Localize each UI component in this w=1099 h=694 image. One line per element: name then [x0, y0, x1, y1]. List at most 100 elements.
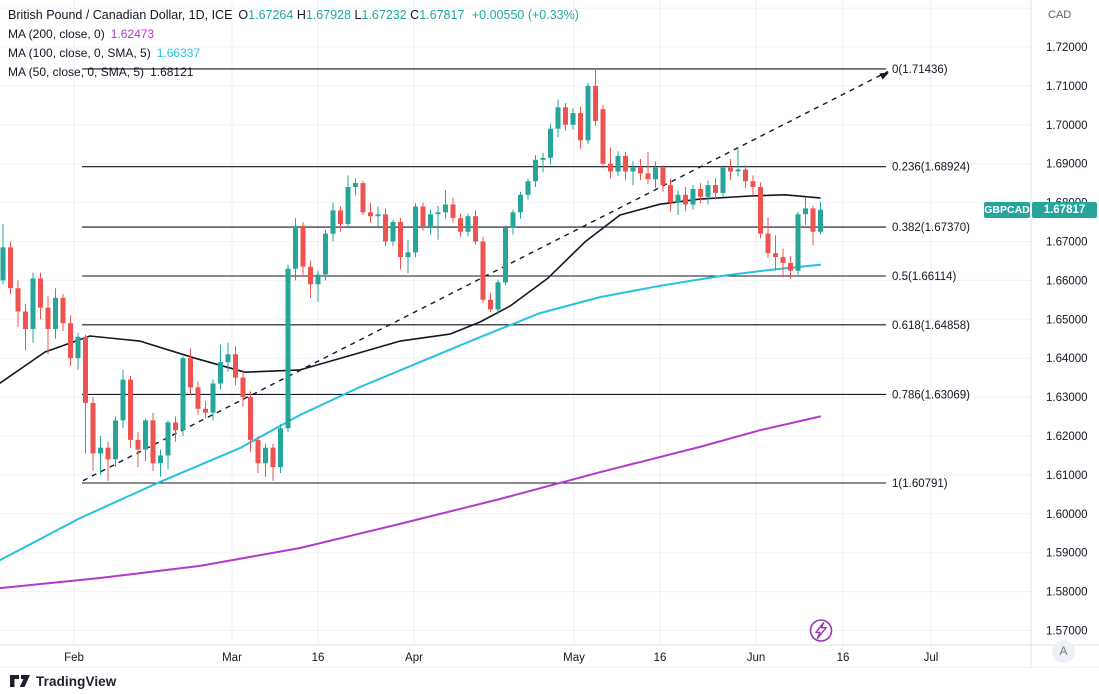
candle-body [705, 185, 711, 197]
candle-body [563, 107, 568, 125]
candle-body [23, 311, 28, 329]
ma-legend-row[interactable]: MA (100, close, 0, SMA, 5) 1.66337 [8, 44, 579, 63]
candle-body [113, 420, 118, 460]
time-tick-label[interactable]: May [563, 652, 585, 664]
candle-body [743, 169, 748, 182]
ohlc-value: 1.67264 [248, 8, 297, 22]
ma-label: MA (100, close, 0, SMA, 5) [8, 46, 151, 60]
time-tick-label[interactable]: 16 [654, 652, 667, 664]
ohlc-values: O1.67264 H1.67928 L1.67232 C1.67817 [238, 8, 467, 22]
fib-level-label: 0.382(1.67370) [892, 222, 970, 234]
candle-body [173, 422, 178, 431]
price-tick-label[interactable]: 1.67000 [1046, 237, 1088, 249]
candle-body [773, 253, 778, 258]
ohlc-value: 1.67928 [305, 8, 355, 22]
price-tick-label[interactable]: 1.71000 [1046, 81, 1088, 93]
ma50-line [0, 194, 821, 384]
candle-body [698, 189, 703, 197]
lightning-icon [815, 622, 827, 640]
candle-body [818, 209, 823, 232]
time-tick-label[interactable]: Feb [64, 652, 84, 664]
candle-body [608, 163, 613, 172]
candle-body [293, 225, 298, 269]
time-tick-label[interactable]: Jun [747, 652, 766, 664]
price-tick-label[interactable]: 1.57000 [1046, 626, 1088, 638]
symbol-legend-row[interactable]: British Pound / Canadian Dollar, 1D, ICE… [8, 6, 579, 25]
fib-level-label: 0.786(1.63069) [892, 389, 970, 401]
change-value: +0.00550 (+0.33%) [471, 8, 579, 22]
time-tick-label[interactable]: Apr [405, 652, 423, 664]
candle-body [150, 420, 156, 464]
footer-bar: TradingView [0, 668, 1099, 694]
price-tick-label[interactable]: 1.72000 [1046, 42, 1088, 54]
price-tick-label[interactable]: 1.64000 [1046, 353, 1088, 365]
candle-body [53, 297, 58, 329]
price-tick-label[interactable]: 1.66000 [1046, 275, 1088, 287]
price-tick-label[interactable]: 1.70000 [1046, 120, 1088, 132]
price-tick-label[interactable]: 1.63000 [1046, 392, 1088, 404]
ma-legend-rows: MA (200, close, 0) 1.62473 MA (100, close,… [8, 25, 579, 82]
candle-body [195, 387, 201, 409]
time-tick-label[interactable]: 16 [837, 652, 850, 664]
time-tick-label[interactable]: Mar [222, 652, 242, 664]
candle-body [240, 377, 246, 398]
ohlc-key: H [296, 8, 306, 22]
candle-body [98, 447, 103, 454]
candle-body [405, 252, 411, 258]
fib-level-label: 0.236(1.68924) [892, 162, 970, 174]
candle-body [668, 185, 673, 203]
candle-body [345, 187, 351, 224]
candle-body [255, 439, 261, 464]
candle-body [713, 185, 718, 193]
last-price-label: 1.67817 [1032, 202, 1097, 218]
candle-body [473, 216, 478, 242]
tradingview-logo-icon [10, 675, 30, 687]
price-tick-label[interactable]: 1.69000 [1046, 159, 1088, 171]
candle-body [8, 247, 13, 289]
candle-body [165, 422, 171, 456]
candle-body [383, 214, 388, 242]
ohlc-value: 1.67232 [361, 8, 411, 22]
auto-scale-button[interactable]: A [1052, 640, 1075, 663]
candle-body [803, 208, 808, 215]
candle-body [510, 212, 516, 228]
candle-body [578, 113, 583, 141]
candle-body [795, 214, 801, 271]
candle-body [593, 85, 598, 121]
candle-body [68, 323, 73, 359]
price-tick-label[interactable]: 1.62000 [1046, 431, 1088, 443]
candle-body [390, 222, 396, 242]
candle-body [645, 173, 651, 180]
price-tick-label[interactable]: 1.58000 [1046, 587, 1088, 599]
price-tick-label[interactable]: 1.60000 [1046, 509, 1088, 521]
candle-body [638, 167, 643, 174]
ma-legend-row[interactable]: MA (200, close, 0) 1.62473 [8, 25, 579, 44]
fib-level-label: 0.5(1.66114) [892, 271, 957, 283]
candle-body [0, 247, 6, 281]
ma200-line [0, 415, 821, 590]
candle-body [360, 183, 366, 213]
candle-body [720, 167, 726, 193]
ma-legend-row[interactable]: MA (50, close, 0, SMA, 5) 1.68121 [8, 63, 579, 82]
price-tick-label[interactable]: 1.65000 [1046, 314, 1088, 326]
fib-level-label: 1(1.60791) [892, 478, 948, 490]
symbol-title: British Pound / Canadian Dollar, 1D, ICE [8, 8, 233, 22]
ma-value: 1.62473 [110, 27, 155, 41]
candle-body [458, 218, 463, 232]
ma100-line [0, 263, 821, 562]
price-tick-label[interactable]: 1.59000 [1046, 548, 1088, 560]
candle-body [690, 189, 696, 205]
candle-body [128, 379, 133, 440]
ma-label: MA (50, close, 0, SMA, 5) [8, 65, 145, 79]
time-tick-label[interactable]: 16 [312, 652, 325, 664]
price-tick-label[interactable]: 1.61000 [1046, 470, 1088, 482]
candle-body [653, 167, 658, 180]
candle-body [375, 214, 381, 217]
tradingview-logo[interactable]: TradingView [9, 674, 116, 689]
candle-body [368, 212, 373, 217]
lightning-button-circle[interactable] [809, 619, 833, 642]
time-tick-label[interactable]: Jul [924, 652, 939, 664]
symbol-price-flag: GBPCAD [984, 202, 1030, 218]
